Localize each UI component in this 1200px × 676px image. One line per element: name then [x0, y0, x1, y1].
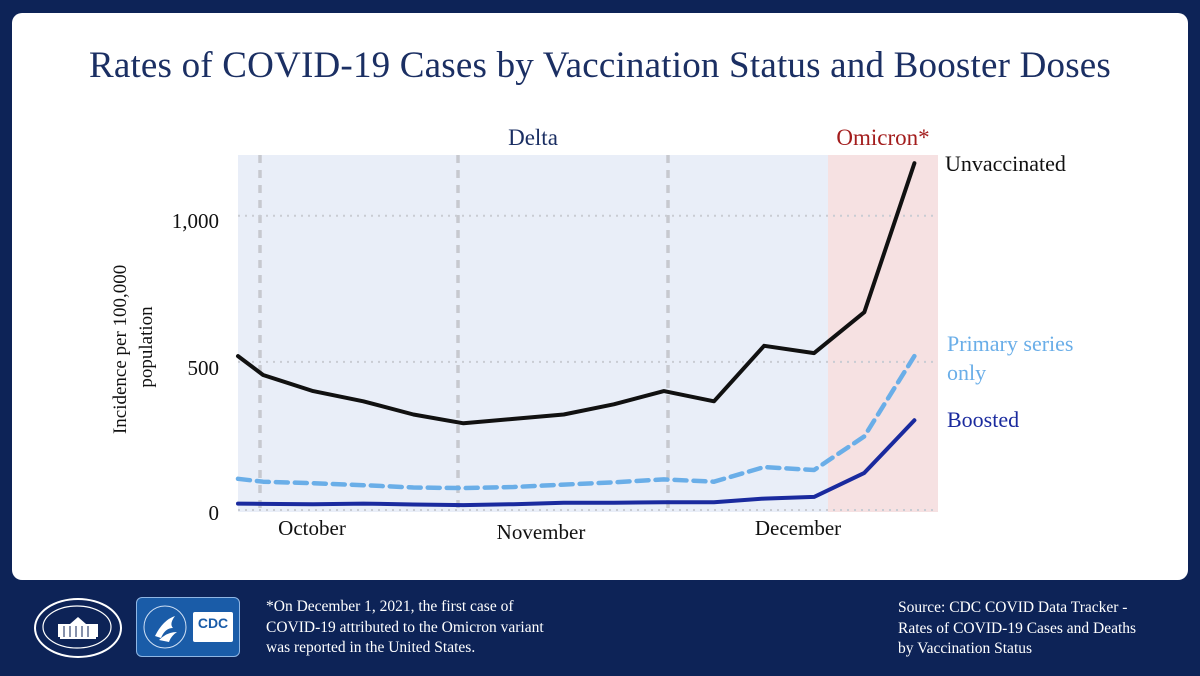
white-house-icon — [42, 605, 112, 649]
y-tick-label: 500 — [188, 356, 220, 380]
source-line: by Vaccination Status — [898, 640, 1033, 657]
series-line-primary-series-only — [235, 353, 917, 491]
source-line: Rates of COVID-19 Cases and Deaths — [898, 619, 1137, 637]
y-axis-label-line1: Incidence per 100,000 — [110, 265, 131, 434]
x-tick-label: October — [278, 516, 346, 540]
footnote-line: COVID-19 attributed to the Omicron varia… — [266, 618, 544, 636]
period-label-omicron: Omicron* — [836, 125, 929, 150]
y-axis-label-line2: population — [136, 306, 157, 388]
cdc-badge: CDC — [193, 612, 233, 642]
y-tick-label: 1,000 — [172, 209, 219, 233]
delta-period-shade — [238, 155, 828, 512]
series-line-unvaccinated — [236, 161, 917, 426]
omicron-period-shade — [828, 155, 938, 512]
hhs-eagle-icon — [143, 605, 187, 649]
series-label-boosted: Boosted — [947, 407, 1019, 432]
source-line: Source: CDC COVID Data Tracker - — [898, 599, 1128, 616]
source-note: Source: CDC COVID Data Tracker - Rates o… — [898, 598, 1188, 660]
cdc-logo: CDC — [136, 597, 240, 657]
x-tick-label: December — [755, 516, 841, 540]
series-label-primary-line2: only — [947, 360, 986, 385]
footnote: *On December 1, 2021, the first case of … — [266, 597, 606, 659]
period-label-delta: Delta — [508, 125, 558, 150]
chart-title: Rates of COVID-19 Cases by Vaccination S… — [88, 45, 1112, 86]
series-label-primary-line1: Primary series — [947, 331, 1073, 356]
white-house-logo — [34, 598, 122, 658]
series-line-boosted — [236, 418, 917, 508]
footnote-line: *On December 1, 2021, the first case of — [266, 598, 514, 615]
series-label-unvaccinated: Unvaccinated — [945, 151, 1066, 176]
y-axis-label: Incidence per 100,000 population — [110, 260, 157, 434]
x-tick-label: November — [497, 520, 586, 544]
y-tick-label: 0 — [209, 501, 220, 525]
footnote-line: was reported in the United States. — [266, 639, 476, 656]
